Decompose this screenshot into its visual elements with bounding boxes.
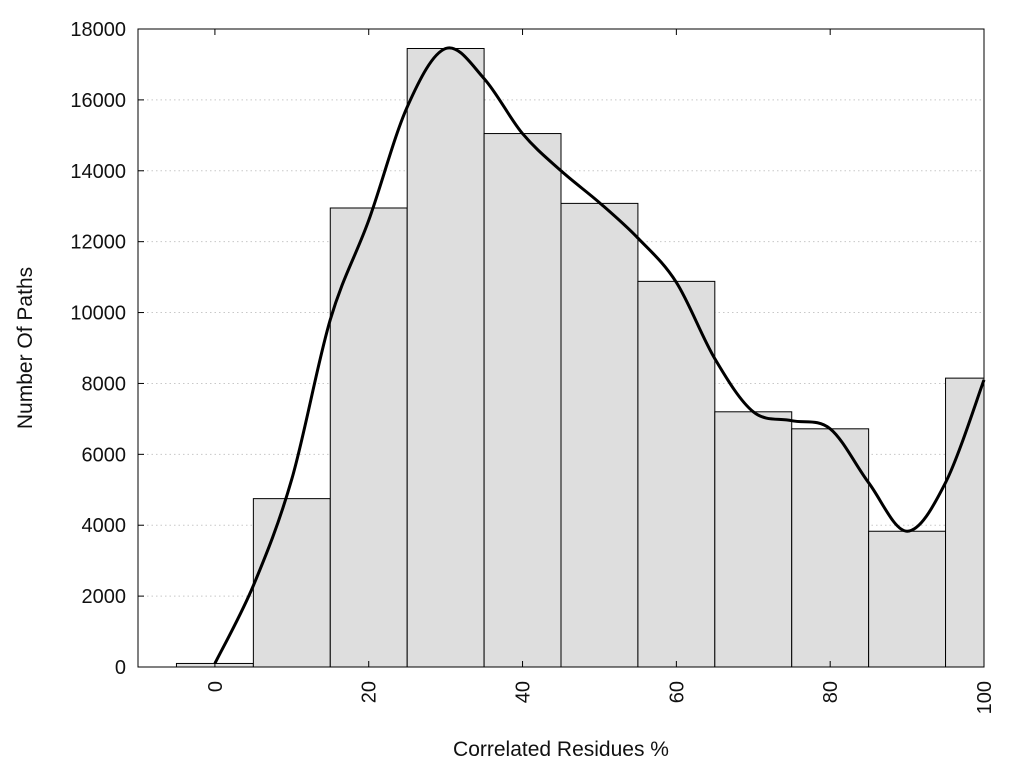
density-curve	[213, 46, 986, 665]
y-axis-title: Number Of Paths	[14, 267, 37, 429]
x-tick-label: 40	[513, 681, 535, 703]
y-tick-label: 6000	[82, 444, 127, 466]
density-curve-layer	[213, 46, 986, 665]
x-axis-title: Correlated Residues %	[453, 738, 669, 761]
y-tick-label: 12000	[70, 232, 126, 254]
y-tick-label: 18000	[70, 19, 126, 41]
y-tick-label: 14000	[70, 161, 126, 183]
x-axis-ticks: 0 20 40 60 80 100	[205, 29, 996, 714]
x-tick-label: 0	[205, 681, 227, 692]
y-axis-ticks: 0 2000 4000 6000 8000 10000 12000 14000 16000 180…	[70, 19, 144, 679]
histogram-bar	[945, 377, 985, 668]
plot-frame	[137, 28, 985, 668]
histogram-bar	[714, 411, 793, 668]
histogram-bar	[252, 498, 331, 668]
histogram-bar	[791, 428, 870, 668]
histogram-bar	[560, 202, 639, 668]
histogram-bar	[483, 133, 562, 668]
y-tick-label: 8000	[82, 373, 127, 395]
x-tick-label: 100	[974, 681, 996, 714]
x-tick-label: 80	[820, 681, 842, 703]
y-tick-label: 2000	[82, 586, 127, 608]
y-tick-label: 10000	[70, 303, 126, 325]
y-tick-label: 16000	[70, 90, 126, 112]
histogram-bar	[329, 207, 408, 668]
x-tick-label: 60	[666, 681, 688, 703]
y-tick-label: 4000	[82, 515, 127, 537]
y-tick-label: 0	[115, 657, 126, 679]
histogram-bar	[406, 47, 485, 668]
histogram-bars	[175, 47, 985, 668]
histogram-bar	[868, 530, 947, 668]
x-tick-label: 20	[359, 681, 381, 703]
